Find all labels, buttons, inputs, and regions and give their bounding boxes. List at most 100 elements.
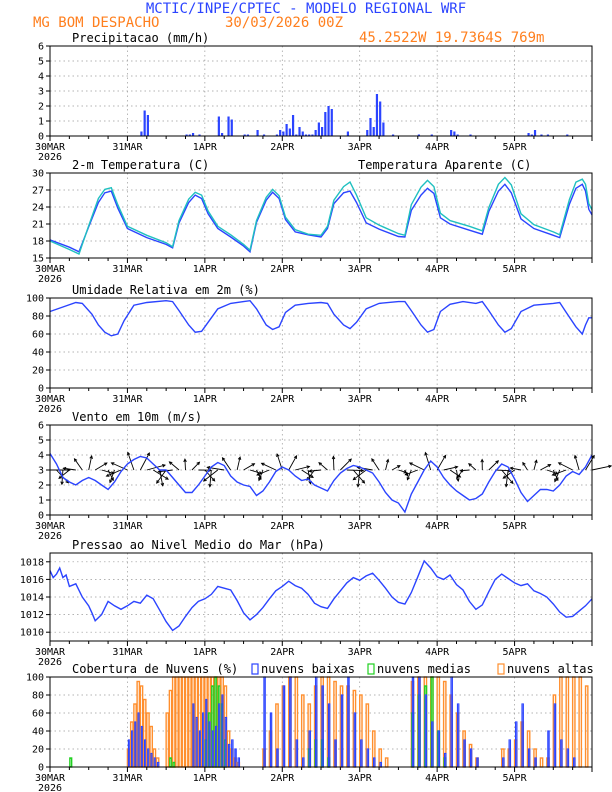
wind-arrow-head: [105, 473, 110, 477]
wind-arrow-head: [237, 456, 242, 461]
x-date-label: 31MAR: [112, 773, 143, 784]
precip-bar: [346, 131, 350, 136]
cloud-legend-swatch: [497, 663, 505, 675]
x-date-label: 30MAR: [35, 773, 66, 784]
y-tick-label: 80: [32, 312, 44, 323]
wind-arrow-head: [509, 466, 514, 471]
y-tick-label: 1018: [20, 557, 44, 568]
precip-bar: [140, 131, 143, 136]
precip-bar: [295, 134, 298, 136]
precip-bar: [256, 130, 259, 136]
y-tick-label: 1014: [20, 593, 44, 604]
precip-bar: [243, 134, 246, 136]
wind-arrow-head: [211, 477, 216, 482]
x-date-label: 2APR: [270, 394, 295, 405]
wind-arrow: [558, 462, 573, 471]
wind-arrow-head: [62, 466, 67, 471]
cloud-legend-label: nuvens altas: [507, 662, 594, 676]
x-date-label: 3APR: [348, 142, 373, 153]
precip-bar: [230, 119, 233, 136]
precip-bar: [143, 110, 146, 136]
wind-arrow-head: [221, 456, 226, 461]
wind-arrow-head: [356, 483, 360, 488]
wind-arrow-head: [160, 482, 165, 487]
x-date-label: 2APR: [270, 264, 295, 275]
x-date-label: 30MAR: [35, 264, 66, 275]
cloud-legend-label: nuvens baixas: [261, 662, 355, 676]
x-date-label: 4APR: [425, 264, 450, 275]
wind-arrow-head: [573, 454, 578, 459]
panel-title: Cobertura de Nuvens (%): [72, 662, 238, 676]
wind-arrow-head: [385, 458, 390, 463]
cloud-high-bar: [584, 685, 589, 768]
cloud-mid-bar: [172, 761, 176, 768]
y-tick-label: 5: [38, 57, 44, 68]
wind-arrow: [353, 469, 367, 481]
wind-arrow-head: [424, 451, 428, 456]
wind-arrow: [510, 467, 522, 471]
wind-arrow-head: [202, 478, 207, 482]
wind-arrow-head: [534, 459, 538, 464]
cloud-high-bar: [181, 676, 186, 768]
panel-rh: 0 20 40 60 80 100 30MAR 31MAR 1APR 2APR 3APR 4APR 5A…: [26, 283, 593, 415]
precip-bar: [198, 134, 201, 136]
wind-arrow: [184, 459, 186, 471]
x-date-label: 2APR: [270, 647, 295, 658]
x-date-label: 31MAR: [112, 521, 143, 532]
precip-bar: [304, 134, 308, 136]
wind-arrow-head: [256, 472, 261, 476]
precip-bar: [533, 130, 537, 136]
precip-bar: [291, 115, 295, 136]
precip-bar: [321, 127, 324, 136]
y-tick-label: 21: [32, 220, 44, 231]
panel-title: Umidade Relativa em 2m (%): [72, 283, 260, 297]
panel-temp: 15 18 21 24 27 30 30MAR 31MAR 1APR 2APR 3APR 4APR 5A…: [32, 158, 593, 285]
wind-arrow: [111, 462, 128, 471]
panel-wind: 0 1 2 3 4 5 6 30MAR 31MAR 1APR 2APR 3APR 4APR 5APR 202…: [35, 410, 612, 542]
precip-bar: [369, 118, 372, 136]
cloud-high-bar: [571, 676, 576, 768]
wind-arrow: [591, 465, 612, 471]
y-tick-label: 60: [32, 330, 44, 341]
wind-arrow: [204, 469, 216, 482]
wind-arrow-head: [110, 462, 115, 466]
precip-bar: [317, 122, 320, 136]
cloud-high-bar: [175, 676, 179, 768]
x-date-label: 1APR: [193, 394, 218, 405]
panel-frame: [49, 172, 593, 259]
wind-arrow-head: [502, 475, 507, 479]
wind-arrow: [58, 469, 70, 479]
x-year-label: 2026: [38, 783, 62, 792]
wind-arrow: [88, 455, 93, 471]
wind-arrow: [436, 455, 446, 471]
wind-arrow: [169, 461, 180, 471]
series-line-rh-0: [49, 299, 592, 337]
wind-arrow-head: [318, 462, 323, 466]
wind-arrow: [502, 469, 515, 479]
wind-arrow-head: [109, 479, 113, 484]
precip-bar: [217, 116, 220, 136]
y-tick-label: 80: [32, 691, 44, 702]
cloud-legend-swatch: [251, 663, 259, 675]
series-line-temp-1: [49, 176, 593, 255]
panel-frame: [49, 297, 593, 389]
series-line-pressure-0: [49, 559, 593, 632]
x-date-label: 1APR: [193, 647, 218, 658]
wind-arrow: [522, 462, 528, 471]
y-tick-label: 0: [38, 763, 44, 774]
wind-arrow: [191, 461, 200, 471]
series-line-temp-0: [49, 183, 593, 254]
cloud-high-bar: [171, 676, 176, 768]
precip-bar: [288, 128, 291, 136]
wind-arrow-head: [348, 458, 352, 463]
wind-arrow: [318, 462, 328, 471]
wind-arrow-head: [509, 480, 514, 485]
wind-arrow: [295, 466, 310, 471]
y-tick-label: 18: [32, 237, 44, 248]
precip-bar: [566, 134, 569, 136]
y-tick-label: 1: [38, 496, 44, 507]
y-tick-label: 20: [32, 745, 44, 756]
wind-arrow-head: [557, 462, 562, 466]
cloud-mid-bar: [69, 757, 73, 768]
